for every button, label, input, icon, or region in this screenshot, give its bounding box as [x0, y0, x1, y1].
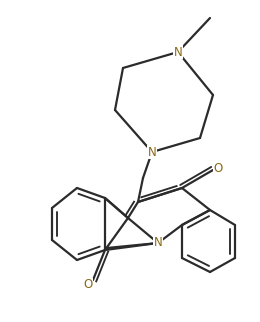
Text: O: O	[213, 162, 223, 175]
Text: N: N	[154, 236, 162, 250]
Text: N: N	[174, 45, 182, 59]
Text: N: N	[148, 146, 156, 158]
Text: O: O	[83, 279, 93, 291]
